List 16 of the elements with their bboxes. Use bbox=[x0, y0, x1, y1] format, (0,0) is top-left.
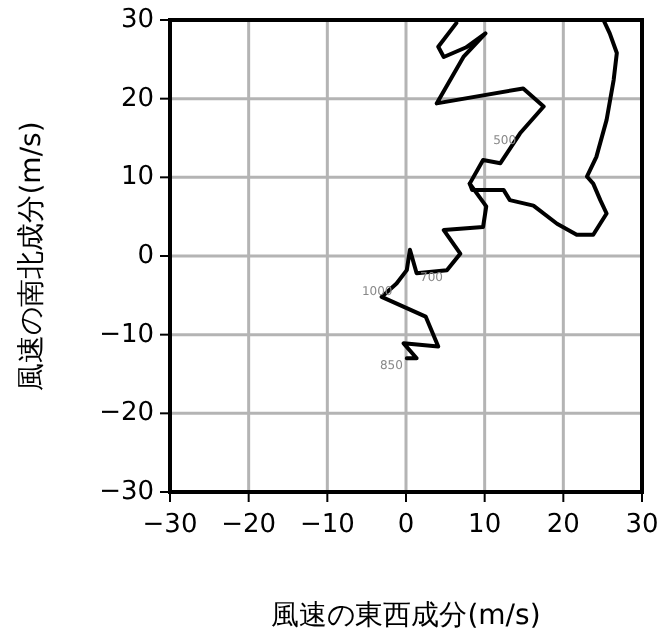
y-axis-title: 風速の南北成分(m/s) bbox=[15, 121, 48, 391]
y-tick-label: −10 bbox=[99, 319, 154, 350]
x-tick-label: 30 bbox=[625, 510, 659, 540]
y-tick-label: −30 bbox=[99, 477, 154, 508]
x-tick-label: −10 bbox=[299, 510, 355, 540]
x-tick-label: 20 bbox=[546, 510, 580, 540]
y-tick-label: 0 bbox=[137, 241, 154, 272]
y-tick-label: −20 bbox=[99, 398, 154, 429]
x-tick-label: 0 bbox=[397, 510, 415, 540]
y-tick-label: 30 bbox=[120, 5, 154, 36]
x-tick-label: −20 bbox=[221, 510, 277, 540]
y-tick-label: 10 bbox=[120, 162, 154, 193]
x-tick-label: −30 bbox=[142, 510, 198, 540]
x-tick-label: 10 bbox=[468, 510, 502, 540]
x-axis-title: 風速の東西成分(m/s) bbox=[271, 600, 541, 632]
y-tick-label: 20 bbox=[120, 83, 154, 114]
